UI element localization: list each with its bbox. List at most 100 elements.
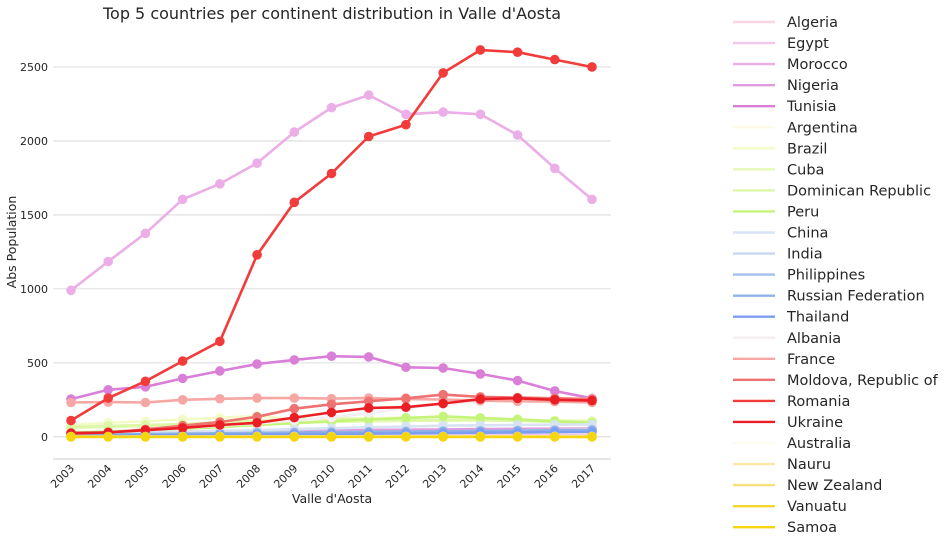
- data-point: [252, 417, 262, 428]
- data-point: [252, 250, 262, 260]
- data-point: [103, 256, 114, 267]
- legend-label: Nauru: [787, 457, 831, 473]
- x-tick-label: 2013: [420, 462, 449, 491]
- data-point: [438, 68, 448, 78]
- data-point: [363, 403, 374, 413]
- data-point: [512, 47, 523, 57]
- x-tick-label: 2016: [532, 462, 561, 491]
- data-point: [289, 127, 300, 137]
- data-point: [363, 131, 374, 142]
- data-point: [401, 413, 411, 423]
- data-point: [475, 45, 486, 55]
- data-point: [140, 376, 151, 387]
- data-point: [326, 168, 337, 179]
- data-point: [587, 194, 597, 205]
- data-point: [215, 179, 225, 189]
- x-tick-label: 2005: [123, 462, 152, 491]
- data-point: [140, 228, 151, 239]
- data-point: [401, 393, 411, 404]
- series-group: [66, 90, 597, 296]
- legend-label: Albania: [787, 331, 841, 347]
- legend-label: Cuba: [787, 162, 824, 178]
- data-point: [438, 398, 448, 409]
- data-point: [549, 395, 560, 405]
- data-point: [549, 54, 560, 65]
- x-axis-label: Valle d'Aosta: [292, 491, 372, 506]
- data-point: [215, 366, 225, 376]
- legend-label: Romania: [787, 394, 850, 410]
- data-point: [252, 359, 262, 369]
- data-point: [512, 393, 523, 404]
- y-tick-label: 500: [27, 357, 48, 370]
- legend-label: Tunisia: [786, 99, 837, 115]
- x-tick-label: 2004: [85, 462, 114, 491]
- data-point: [438, 432, 448, 442]
- data-point: [326, 407, 337, 418]
- series-group: [66, 45, 597, 426]
- chart-title: Top 5 countries per continent distributi…: [102, 4, 561, 23]
- data-point: [177, 432, 188, 442]
- legend-label: New Zealand: [787, 478, 882, 494]
- data-point: [512, 375, 523, 386]
- legend-label: Australia: [787, 436, 851, 452]
- data-point: [363, 432, 374, 442]
- data-point: [252, 393, 262, 403]
- data-point: [177, 423, 188, 433]
- data-point: [363, 90, 374, 100]
- legend-label: Algeria: [787, 15, 838, 31]
- data-point: [326, 432, 337, 442]
- data-point: [363, 352, 374, 362]
- data-point: [289, 355, 300, 365]
- data-point: [475, 432, 486, 442]
- legend-label: Argentina: [787, 120, 858, 136]
- x-tick-label: 2007: [197, 462, 226, 491]
- series-group: [66, 432, 597, 442]
- y-tick-label: 0: [41, 431, 48, 444]
- legend-label: Moldova, Republic of: [787, 373, 939, 389]
- data-point: [289, 393, 300, 403]
- data-point: [363, 396, 374, 407]
- data-point: [289, 403, 300, 414]
- data-point: [549, 163, 560, 174]
- data-point: [177, 395, 188, 405]
- legend: Algeria Egypt Morocco Nigeria Tunisia Argenti…: [733, 15, 939, 536]
- data-point: [140, 397, 151, 408]
- x-tick-label: 2003: [48, 462, 77, 491]
- grid: [53, 66, 611, 438]
- y-tick-label: 2500: [20, 61, 48, 74]
- legend-label: Egypt: [787, 36, 829, 52]
- data-point: [215, 393, 225, 404]
- data-point: [289, 432, 300, 442]
- series-line: [70, 93, 593, 292]
- x-tick-label: 2011: [346, 462, 375, 491]
- legend-label: Peru: [787, 204, 819, 220]
- x-tick-label: 2008: [234, 462, 263, 491]
- data-point: [177, 356, 188, 366]
- x-tick-label: 2014: [457, 462, 486, 491]
- legend-label: Thailand: [786, 310, 849, 326]
- data-point: [587, 395, 597, 406]
- data-point: [66, 432, 76, 442]
- data-point: [289, 412, 300, 423]
- y-tick-label: 2000: [20, 135, 48, 148]
- data-point: [587, 432, 597, 442]
- y-tick-label: 1500: [20, 209, 48, 222]
- data-point: [215, 420, 225, 430]
- data-point: [549, 432, 560, 442]
- data-point: [475, 394, 486, 404]
- x-ticks: 2003 2004 2005 2006 2007 2008 2009 2010 2011 2012…: [48, 462, 598, 491]
- legend-label: Morocco: [787, 57, 848, 73]
- data-point: [401, 119, 411, 130]
- legend-label: Brazil: [787, 141, 827, 157]
- data-point: [177, 194, 188, 205]
- data-point: [177, 373, 188, 384]
- data-point: [587, 62, 597, 72]
- data-point: [438, 389, 448, 400]
- data-point: [401, 402, 411, 413]
- y-tick-label: 1000: [20, 283, 48, 296]
- data-point: [549, 386, 560, 396]
- legend-label: Dominican Republic: [787, 183, 931, 199]
- data-point: [401, 362, 411, 373]
- data-point: [103, 393, 114, 403]
- data-point: [475, 369, 486, 379]
